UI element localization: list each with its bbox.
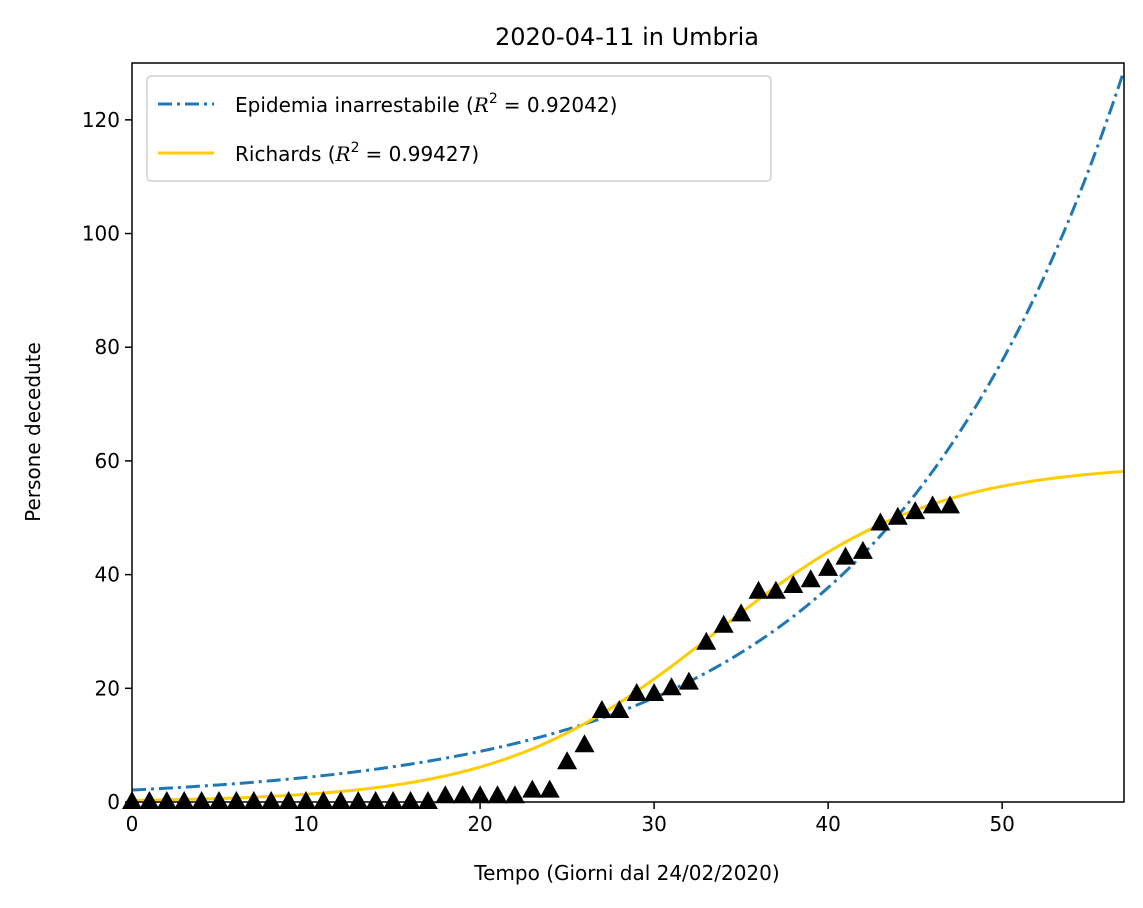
observed-point [940,495,960,514]
y-tick-label: 120 [82,108,120,132]
x-axis-label: Tempo (Giorni dal 24/02/2020) [473,861,779,885]
observed-point [713,614,734,633]
observed-point [330,791,351,809]
observed-point [661,677,682,696]
y-tick-label: 40 [95,563,120,587]
y-tick-label: 100 [82,222,120,246]
observed-point [191,791,212,809]
observed-point [783,575,804,593]
observed-point [765,580,786,599]
chart-title: 2020-04-11 in Umbria [495,23,759,51]
observed-point [678,671,699,690]
axes: 0 10 20 30 40 50 0 20 40 60 80 100 120 [82,62,1125,836]
observed-point [487,785,508,804]
observed-point [383,791,404,809]
observed-point [417,791,438,809]
observed-point [365,791,386,809]
observed-point [557,751,578,770]
observed-point [261,791,282,809]
observed-point [609,700,630,718]
legend: Epidemia inarrestabile (R2 = 0.92042) Ric… [146,75,772,182]
x-tick-label: 0 [126,812,139,836]
observed-point [243,791,264,809]
observed-point [278,791,299,809]
observed-point [696,631,717,650]
observed-point [870,512,891,531]
series-line-richards [132,469,1124,802]
observed-point [296,791,316,809]
legend-label-exponential: Epidemia inarrestabile (R2 = 0.92042) [235,91,617,117]
x-tick-label: 40 [815,812,840,836]
observed-point [591,700,612,718]
x-tick-label: 50 [989,812,1014,836]
legend-series-name-exponential: Epidemia inarrestabile [235,93,460,117]
legend-r2-value-richards: = 0.99427 [366,142,472,166]
observed-point [905,501,926,520]
observed-point [539,779,560,798]
observed-markers [122,495,960,809]
observed-point [835,546,856,565]
axes-frame [131,62,1125,803]
legend-box [146,75,772,182]
y-tick-label: 80 [95,335,120,359]
x-tick-label: 20 [467,812,492,836]
observed-point [644,683,665,701]
observed-point [400,791,421,809]
observed-point [574,734,595,753]
x-tick-label: 30 [641,812,666,836]
legend-series-name-richards: Richards [235,142,321,166]
observed-point [818,557,839,576]
observed-point [313,791,334,809]
series-line-exponential [132,70,1124,792]
legend-r2-value-exponential: = 0.92042 [504,93,610,117]
observed-point [731,603,752,622]
y-tick-label: 0 [107,790,120,814]
observed-point [522,779,543,798]
observed-point [156,791,177,809]
observed-point [435,785,456,804]
observed-point [626,683,647,701]
observed-point [852,540,873,559]
y-axis-label: Persone decedute [21,342,45,522]
y-tick-label: 60 [95,449,120,473]
observed-point [226,791,247,809]
y-tick-label: 20 [95,676,120,700]
observed-point [922,495,943,514]
observed-point [887,506,908,525]
observed-point [504,785,525,804]
observed-point [348,791,369,809]
observed-point [800,569,821,588]
x-tick-label: 10 [293,812,318,836]
observed-point [139,791,160,809]
observed-point [209,791,229,809]
observed-point [748,580,769,599]
observed-point [470,785,491,804]
observed-point [174,791,195,809]
legend-r2-symbol-richards: R [335,142,351,166]
observed-point [452,785,473,804]
legend-label-richards: Richards (R2 = 0.99427) [235,140,479,166]
legend-r2-symbol-exponential: R [473,93,489,117]
series-lines [132,70,1124,802]
